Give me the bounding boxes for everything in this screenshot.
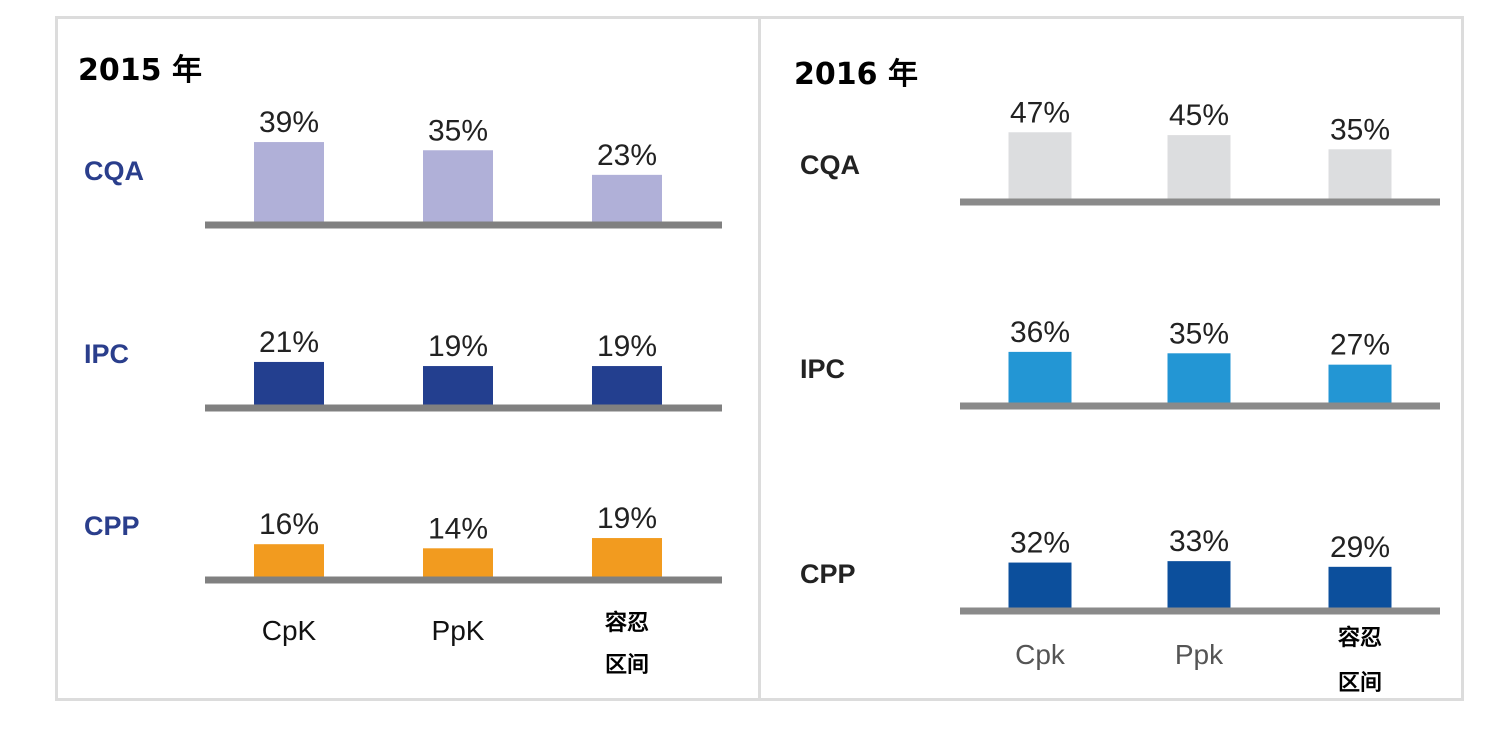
category-label-3-line2-2015: 区间 (605, 653, 649, 678)
value-label-cqa-3-2016: 35% (1330, 113, 1390, 146)
value-label-cqa-3-2015: 23% (597, 139, 657, 172)
value-label-cqa-1-2015: 39% (259, 106, 319, 139)
value-label-cqa-2-2015: 35% (428, 114, 488, 147)
row-label-ipc-2015: IPC (84, 339, 129, 369)
value-label-ipc-2-2015: 19% (428, 330, 488, 363)
value-label-cpp-1-2016: 32% (1010, 527, 1070, 560)
bar-cpp-1-2016 (1008, 562, 1072, 608)
category-label-3-line1-2015: 容忍 (605, 610, 649, 636)
category-label-3-line1-2016: 容忍 (1338, 625, 1382, 651)
panel-2015 (55, 16, 761, 701)
bar-ipc-2-2016 (1167, 353, 1231, 403)
value-label-cpp-2-2016: 33% (1169, 525, 1229, 558)
bar-cpp-3-2016 (1328, 566, 1392, 608)
value-label-ipc-1-2015: 21% (259, 326, 319, 359)
bar-cpp-2-2016 (1167, 561, 1231, 608)
bar-cqa-2-2015 (423, 150, 493, 222)
bar-cpp-1-2015 (254, 544, 324, 577)
value-label-cpp-3-2015: 19% (597, 502, 657, 535)
value-label-ipc-1-2016: 36% (1010, 316, 1070, 349)
value-label-cpp-3-2016: 29% (1330, 531, 1390, 564)
value-label-ipc-2-2016: 35% (1169, 317, 1229, 350)
value-label-ipc-3-2015: 19% (597, 330, 657, 363)
value-label-cqa-2-2016: 45% (1169, 99, 1229, 132)
row-label-ipc-2016: IPC (800, 354, 845, 384)
row-label-cpp-2016: CPP (800, 559, 856, 589)
bar-ipc-2-2015 (423, 366, 493, 405)
row-label-cqa-2016: CQA (800, 150, 860, 180)
bar-ipc-3-2016 (1328, 364, 1392, 403)
row-label-cpp-2015: CPP (84, 511, 140, 541)
bar-cqa-2-2016 (1167, 135, 1231, 199)
bar-ipc-1-2016 (1008, 351, 1072, 403)
value-label-cqa-1-2016: 47% (1010, 96, 1070, 129)
category-label-1-2016: Cpk (1015, 639, 1066, 670)
value-label-ipc-3-2016: 27% (1330, 329, 1390, 362)
category-label-1-2015: CpK (262, 615, 317, 646)
bar-ipc-3-2015 (592, 366, 662, 405)
bar-cqa-1-2015 (254, 142, 324, 222)
category-label-2-2015: PpK (432, 615, 485, 646)
chart-title-2016: 2016 年 (794, 57, 918, 92)
bar-cqa-1-2016 (1008, 132, 1072, 199)
row-label-cqa-2015: CQA (84, 156, 144, 186)
chart-title-2015: 2015 年 (78, 53, 202, 88)
bar-cqa-3-2016 (1328, 149, 1392, 199)
bar-cpp-2-2015 (423, 548, 493, 577)
category-label-2-2016: Ppk (1175, 639, 1224, 670)
value-label-cpp-2-2015: 14% (428, 512, 488, 545)
bar-ipc-1-2015 (254, 361, 324, 405)
bar-cqa-3-2015 (592, 174, 662, 222)
bar-cpp-3-2015 (592, 538, 662, 577)
value-label-cpp-1-2015: 16% (259, 508, 319, 541)
category-label-3-line2-2016: 区间 (1338, 671, 1382, 696)
